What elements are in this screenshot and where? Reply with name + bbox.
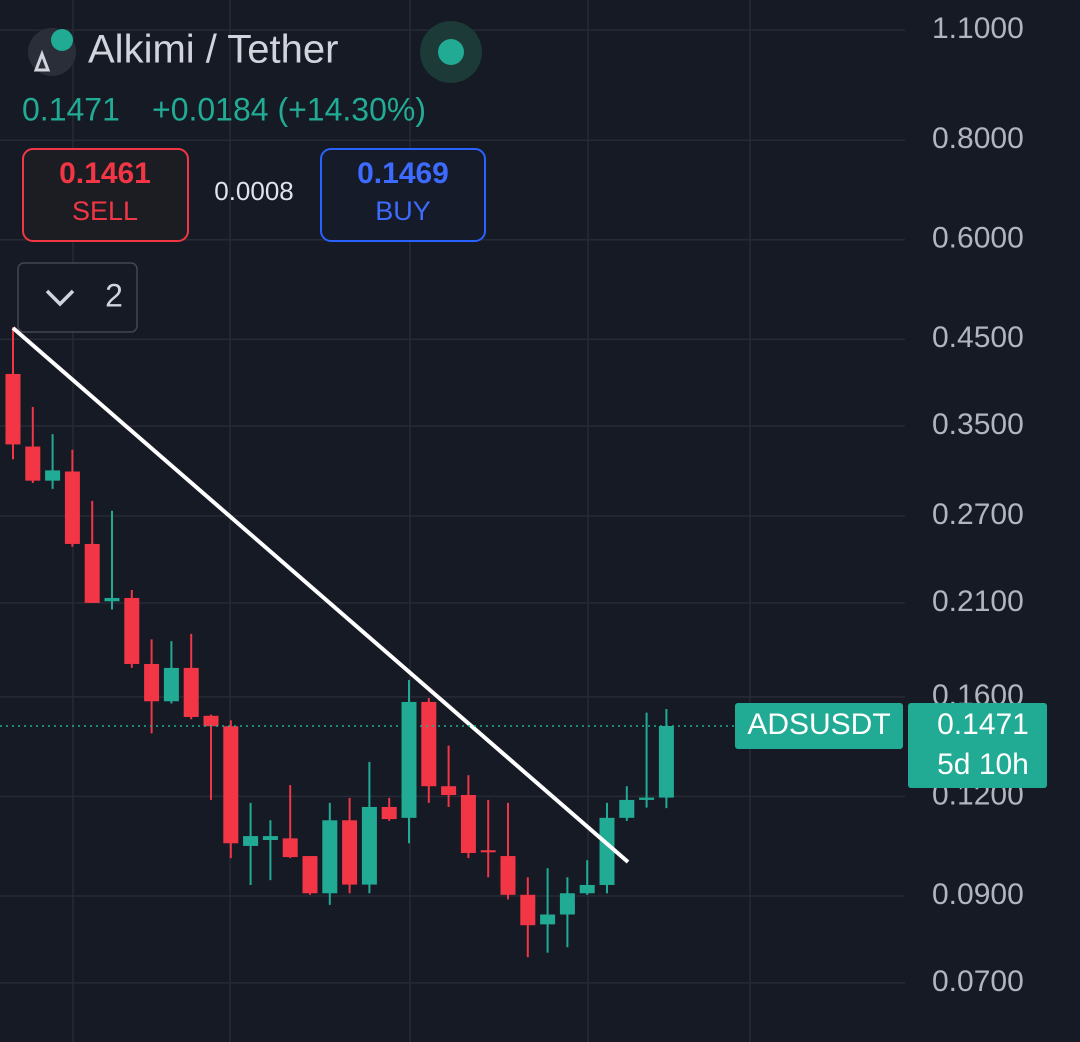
trend-line xyxy=(11,326,630,864)
candle-body xyxy=(64,471,80,544)
y-tick-label: 0.6000 xyxy=(932,222,1024,255)
candle-body xyxy=(401,701,417,818)
candle-body xyxy=(559,893,575,915)
exchange-icon xyxy=(51,29,73,51)
candle-body xyxy=(460,794,476,853)
price-tag-countdown: 5d 10h xyxy=(937,748,1029,781)
buy-button[interactable] xyxy=(320,148,486,242)
candle-body xyxy=(381,806,397,820)
symbol-icon-flask xyxy=(33,49,51,72)
candle-body xyxy=(540,914,556,925)
y-tick-label: 1.1000 xyxy=(932,12,1024,45)
symbol-tag-label: ADSUSDT xyxy=(747,708,890,741)
candle-body xyxy=(203,715,219,727)
candle-body xyxy=(124,597,140,664)
last-price: 0.1471 xyxy=(22,91,120,127)
header: Alkimi / Tether 0.1471 +0.0184 (+14.30%)… xyxy=(17,21,486,333)
candle-body xyxy=(183,667,199,717)
candle-body xyxy=(223,726,239,844)
overlay: 1.1000 0.8000 0.6000 0.4500 0.3500 0.2700 0.21… xyxy=(0,12,1047,998)
candle-body xyxy=(5,373,21,445)
candle-body xyxy=(421,701,437,787)
candle-body xyxy=(144,663,160,702)
candle-body xyxy=(599,817,615,885)
candle-body xyxy=(104,597,120,602)
candle-body xyxy=(262,836,278,840)
candle-body xyxy=(45,470,61,481)
candle-body xyxy=(579,884,595,894)
candle-body xyxy=(322,820,338,894)
candle-body xyxy=(658,726,674,798)
candle-body xyxy=(243,836,259,846)
spread: 0.0008 xyxy=(214,176,294,206)
candle-body xyxy=(84,543,100,603)
buy-label: BUY xyxy=(375,196,431,226)
chevron-icon xyxy=(45,289,75,307)
y-tick-label: 0.0900 xyxy=(932,878,1024,911)
candle-body xyxy=(520,894,536,926)
candle-body xyxy=(480,850,496,853)
y-tick-label: 0.2700 xyxy=(932,498,1024,531)
sell-button[interactable] xyxy=(22,148,189,242)
market-status-dot xyxy=(438,39,464,65)
y-tick-label: 0.4500 xyxy=(932,321,1024,354)
sell-label: SELL xyxy=(72,196,138,226)
candle-body xyxy=(342,820,358,885)
price-change: +0.0184 (+14.30%) xyxy=(152,91,426,127)
candle-body xyxy=(282,838,298,858)
y-tick-label: 0.0700 xyxy=(932,965,1024,998)
candle-body xyxy=(441,786,457,795)
price-tag-value: 0.1471 xyxy=(937,708,1029,741)
candle-body xyxy=(619,799,635,818)
buy-price: 0.1469 xyxy=(357,157,449,190)
sell-price: 0.1461 xyxy=(59,157,151,190)
candle-body xyxy=(302,856,318,894)
symbol-title: Alkimi / Tether xyxy=(88,28,338,72)
symbol-tag xyxy=(735,703,903,750)
y-tick-label: 0.2100 xyxy=(932,585,1024,618)
candle-body xyxy=(361,806,377,885)
candles xyxy=(5,327,674,958)
indicators-count: 2 xyxy=(105,277,123,313)
y-tick-label: 0.3500 xyxy=(932,408,1024,441)
indicators-toggle[interactable] xyxy=(17,262,138,333)
y-tick-label: 0.8000 xyxy=(932,122,1024,155)
candle-body xyxy=(500,856,516,895)
price-tag xyxy=(908,703,1047,789)
candle-body xyxy=(639,797,655,800)
candle-body xyxy=(163,667,179,702)
candle-body xyxy=(25,446,41,481)
